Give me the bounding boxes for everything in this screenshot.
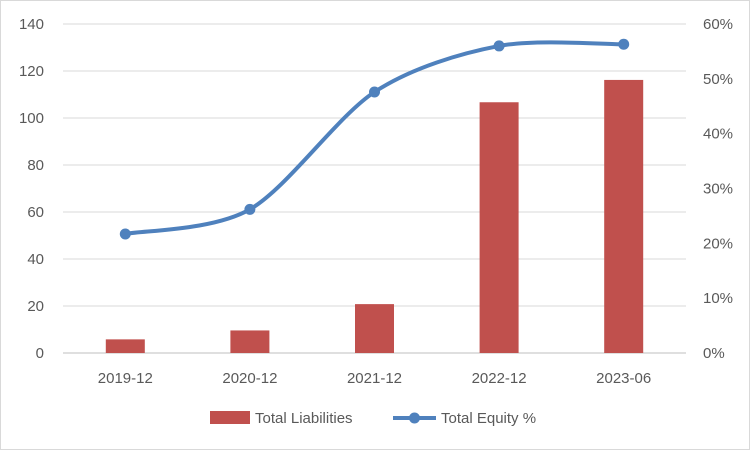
- left-tick-label: 100: [19, 110, 44, 127]
- x-axis-ticks: 2019-12 2020-12 2021-12 2022-12 2023-06: [98, 370, 651, 387]
- legend-label: Total Liabilities: [255, 410, 353, 427]
- x-tick-label: 2023-06: [596, 370, 651, 387]
- bar: [355, 304, 394, 353]
- bar-series: [105, 79, 644, 354]
- x-tick-label: 2021-12: [347, 370, 402, 387]
- gridlines: [63, 23, 686, 354]
- left-tick-label: 140: [19, 16, 44, 33]
- bar: [479, 102, 519, 353]
- x-tick-label: 2020-12: [222, 370, 277, 387]
- line-point: [618, 38, 630, 50]
- legend-swatch-marker: [409, 412, 420, 424]
- bar: [230, 330, 270, 353]
- left-axis-ticks: 0 20 40 60 80 100 120 140: [19, 16, 44, 362]
- left-tick-label: 0: [36, 345, 44, 362]
- right-tick-label: 30%: [703, 181, 733, 198]
- right-tick-label: 0%: [703, 345, 725, 362]
- right-tick-label: 60%: [703, 16, 733, 33]
- right-tick-label: 40%: [703, 126, 733, 143]
- legend: Total Liabilities Total Equity %: [210, 410, 536, 427]
- legend-swatch-bar: [210, 411, 250, 424]
- line-point: [369, 86, 380, 98]
- line-point: [244, 203, 256, 215]
- right-tick-label: 10%: [703, 290, 733, 307]
- left-tick-label: 40: [27, 251, 44, 268]
- left-tick-label: 60: [27, 204, 44, 221]
- x-tick-label: 2022-12: [472, 370, 527, 387]
- legend-label: Total Equity %: [441, 410, 536, 427]
- bar: [105, 339, 145, 353]
- line-series: [119, 38, 630, 240]
- line-point: [119, 228, 131, 240]
- right-axis-ticks: 0% 10% 20% 30% 40% 50% 60%: [703, 16, 733, 362]
- left-tick-label: 20: [27, 298, 44, 315]
- bar: [604, 79, 644, 354]
- x-tick-label: 2019-12: [98, 370, 153, 387]
- right-tick-label: 50%: [703, 71, 733, 88]
- left-tick-label: 120: [19, 63, 44, 80]
- right-tick-label: 20%: [703, 235, 733, 252]
- left-tick-label: 80: [27, 157, 44, 174]
- line-point: [493, 40, 505, 52]
